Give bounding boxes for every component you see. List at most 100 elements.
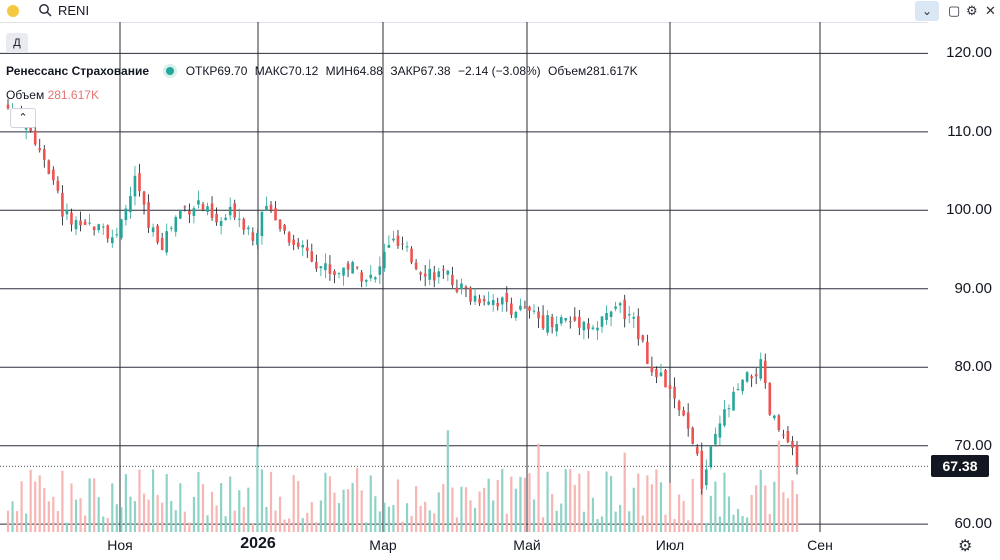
candle-body: [673, 386, 676, 399]
candle-body: [110, 237, 114, 244]
volume-bar: [34, 481, 37, 532]
candle-body: [568, 321, 572, 323]
candle-body: [641, 335, 645, 341]
close-icon[interactable]: ✕: [985, 3, 996, 18]
volume-bar: [111, 483, 114, 532]
volume-bar: [47, 501, 50, 532]
candle-body: [392, 238, 395, 241]
high-value: 70.12: [288, 64, 319, 78]
volume-bar: [691, 478, 694, 532]
candle-body: [428, 268, 432, 280]
volume-bar: [192, 496, 196, 532]
volume-bar: [777, 440, 780, 532]
candle-body: [324, 263, 327, 271]
volume-bar: [6, 510, 10, 532]
volume-bar: [655, 469, 658, 532]
candle-body: [573, 316, 577, 321]
candle-body: [142, 191, 146, 205]
candle-body: [260, 211, 264, 237]
volume-value: 281.617K: [586, 64, 638, 78]
volume-bar: [741, 516, 744, 532]
volume-bar: [251, 523, 254, 532]
volume-bar: [337, 503, 341, 532]
candle-body: [342, 267, 345, 276]
candle-body: [718, 423, 722, 438]
volume-bar: [555, 510, 558, 532]
candle-body: [732, 391, 735, 411]
volume-bar: [83, 515, 87, 532]
volume-bar: [74, 499, 78, 532]
candle-body: [605, 312, 608, 321]
candle-body: [414, 262, 418, 270]
volume-bar: [179, 483, 182, 532]
volume-bar: [659, 482, 663, 532]
volume-bar: [274, 510, 277, 532]
time-axis[interactable]: Ноя 2026 Мар Май Июл Сен: [0, 532, 928, 560]
candle-body: [519, 305, 522, 310]
candle-body: [419, 272, 422, 275]
candle-body: [655, 368, 658, 378]
volume-bar: [505, 513, 508, 532]
volume-bar: [365, 522, 368, 532]
volume-bar: [278, 496, 282, 532]
volume-bar: [93, 478, 96, 532]
volume-bar: [678, 494, 681, 532]
volume-bar: [537, 443, 540, 532]
volume-bar: [188, 522, 191, 532]
candle-body: [197, 200, 200, 205]
volume-bar: [591, 497, 595, 532]
square-icon[interactable]: ▢: [948, 3, 961, 18]
volume-bar: [346, 489, 350, 532]
candle-body: [274, 208, 277, 221]
price-chart[interactable]: [0, 22, 928, 532]
candle-body: [364, 279, 368, 282]
volume-bar: [356, 467, 359, 532]
candle-body: [360, 272, 363, 282]
volume-bar: [709, 495, 712, 532]
volume-bar: [687, 520, 690, 532]
volume-bar: [428, 510, 431, 532]
candle-body: [174, 216, 178, 232]
volume-bar: [11, 501, 14, 532]
ticker-input[interactable]: RENI: [58, 3, 90, 18]
volume-legend: Объем 281.617K: [6, 88, 99, 102]
volume-bar: [183, 511, 186, 532]
status-dot-icon: [7, 5, 19, 17]
candle-body: [600, 316, 604, 327]
candle-body: [373, 277, 377, 280]
volume-bar: [283, 519, 286, 532]
volume-bar: [646, 475, 649, 532]
candle-body: [791, 440, 794, 448]
x-tick-label: Июл: [655, 537, 685, 553]
volume-bar: [723, 472, 726, 532]
volume-bar: [464, 487, 468, 532]
volume-bar: [156, 494, 159, 532]
candle-body: [714, 433, 717, 445]
volume-bar: [106, 518, 109, 532]
candle-body: [591, 327, 595, 329]
volume-bar: [578, 473, 581, 532]
legend-collapse-button[interactable]: ⌃: [10, 108, 36, 128]
candle-body: [587, 323, 590, 330]
candle-body: [727, 408, 731, 410]
volume-bar: [791, 480, 794, 532]
price-axis[interactable]: 60.00 70.00 80.00 90.00 100.00 110.00 120.00: [928, 22, 1000, 532]
candle-body: [478, 298, 481, 304]
volume-bar: [102, 516, 105, 532]
candle-body: [269, 204, 273, 211]
volume-bar: [56, 510, 59, 532]
y-tick-label: 60.00: [954, 515, 992, 533]
candle-body: [401, 243, 404, 245]
search-icon[interactable]: [38, 3, 52, 17]
gear-icon[interactable]: ⚙: [966, 3, 978, 18]
candle-body: [6, 104, 10, 109]
chevron-down-icon[interactable]: ⌄: [915, 1, 939, 21]
candle-body: [664, 370, 667, 388]
candle-body: [682, 410, 685, 416]
settings-icon[interactable]: ⚙: [958, 538, 973, 555]
volume-bar: [215, 505, 218, 532]
volume-bar: [129, 496, 132, 532]
x-tick-label: Ноя: [107, 537, 133, 553]
candle-body: [33, 130, 37, 145]
period-button[interactable]: Д: [6, 33, 28, 53]
